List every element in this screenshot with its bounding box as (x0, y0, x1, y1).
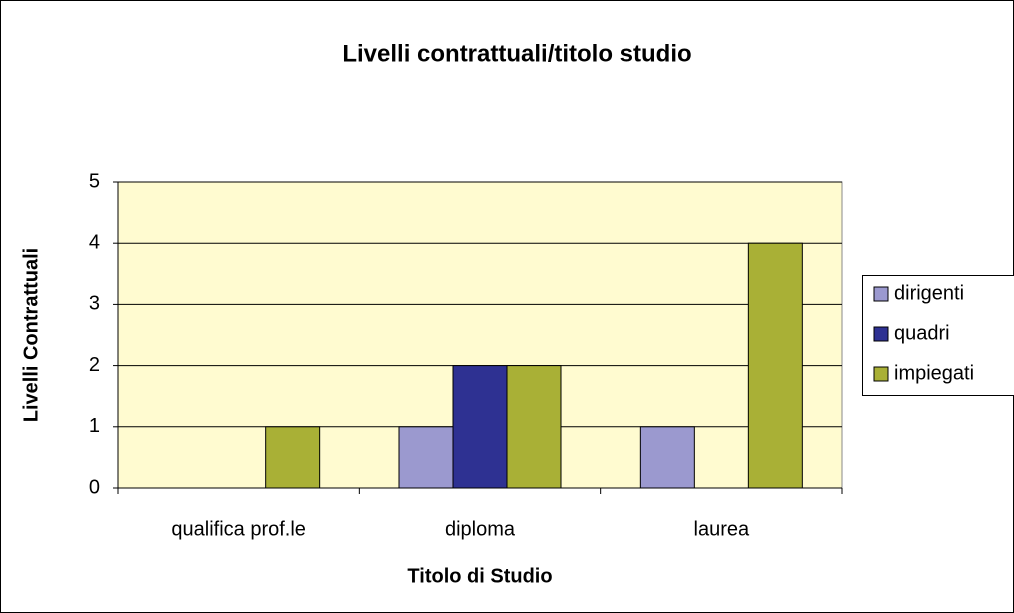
x-tick-label: laurea (694, 518, 750, 540)
y-axis-title: Livelli Contrattuali (20, 248, 42, 422)
bar (506, 365, 562, 489)
bar (452, 365, 508, 489)
chart-title: Livelli contrattuali/titolo studio (342, 40, 691, 67)
x-tick-label: qualifica prof.le (171, 518, 306, 540)
legend-swatch (873, 326, 889, 342)
y-tick-label: 3 (89, 293, 100, 315)
bar (639, 426, 695, 489)
y-tick-label: 2 (89, 354, 100, 376)
bar (398, 426, 454, 489)
legend-swatch (873, 286, 889, 302)
x-tick-label: diploma (445, 518, 516, 540)
y-tick-label: 4 (89, 231, 100, 253)
y-tick-label: 0 (89, 476, 100, 498)
legend-label: quadri (894, 322, 950, 344)
y-tick-label: 5 (89, 170, 100, 192)
legend-label: dirigenti (894, 282, 964, 304)
y-tick-label: 1 (89, 415, 100, 437)
x-axis-title: Titolo di Studio (407, 565, 552, 587)
bar (747, 242, 803, 489)
bar (265, 426, 321, 489)
legend-label: impiegati (894, 362, 974, 384)
legend-swatch (873, 366, 889, 382)
